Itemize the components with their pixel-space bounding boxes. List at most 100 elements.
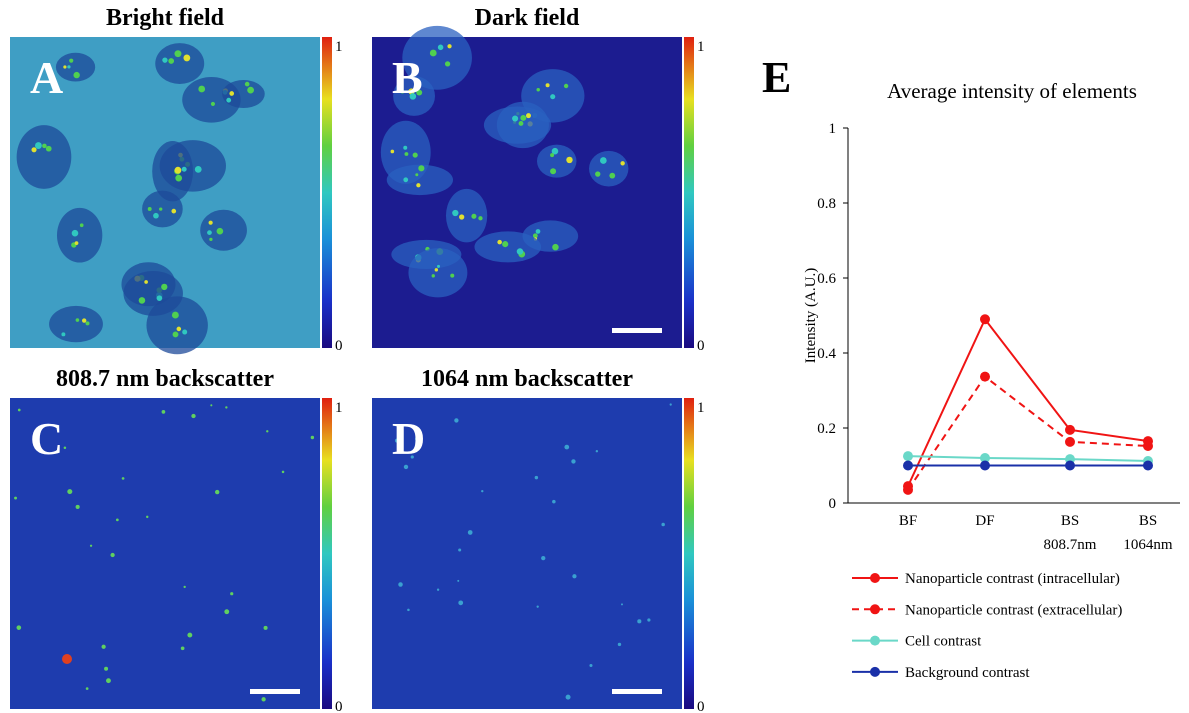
speckle (550, 94, 556, 100)
speckle (17, 408, 21, 412)
speckle (176, 326, 182, 332)
cell (16, 125, 72, 189)
speckle (550, 168, 557, 175)
speckle (403, 464, 409, 470)
speckle (407, 608, 410, 612)
speckle (409, 93, 417, 100)
speckle (174, 166, 182, 174)
speckle (436, 264, 441, 268)
speckle (394, 438, 399, 443)
panel-letter: C (30, 413, 63, 464)
cell (49, 305, 103, 343)
panel-letter: A (30, 52, 63, 103)
speckle (520, 114, 527, 121)
panel-letter: B (392, 52, 423, 103)
speckle (414, 436, 420, 442)
colorbar (684, 37, 694, 348)
speckle (16, 625, 22, 630)
speckle (397, 450, 400, 453)
speckle (14, 496, 18, 500)
legend-label: Background contrast (905, 665, 1030, 681)
speckle (404, 152, 409, 156)
speckle (620, 603, 623, 606)
speckle (261, 697, 266, 702)
speckle (161, 410, 166, 414)
x-tick-label: BS (1139, 513, 1157, 529)
panel-title: Dark field (475, 5, 580, 31)
speckle (168, 58, 175, 64)
speckle (516, 248, 524, 255)
colorbar-min: 0 (335, 699, 343, 713)
speckle (79, 223, 84, 228)
speckle (207, 230, 212, 236)
speckle (224, 609, 230, 615)
speckle (225, 406, 228, 409)
cell (408, 248, 468, 298)
speckle (74, 241, 79, 245)
series-line (907, 455, 1149, 462)
speckle (230, 592, 234, 596)
speckle (609, 172, 616, 179)
speckle (183, 585, 186, 589)
speckle (457, 579, 460, 582)
speckle (34, 142, 42, 149)
legend-marker (870, 573, 880, 583)
cell (588, 150, 629, 187)
cell (402, 25, 472, 90)
speckle (263, 625, 268, 630)
speckle (518, 121, 524, 126)
data-point (1065, 424, 1075, 435)
speckle (63, 446, 67, 449)
legend-marker (870, 604, 880, 615)
speckle (535, 229, 541, 234)
speckle (198, 85, 206, 93)
speckle (63, 65, 67, 69)
speckle (62, 654, 72, 664)
speckle (459, 214, 465, 220)
data-point (903, 484, 913, 495)
speckle (181, 166, 187, 172)
speckle (551, 147, 559, 155)
speckle (400, 90, 405, 94)
y-tick-label: 0.2 (817, 421, 836, 437)
speckle (436, 588, 440, 591)
speckle (174, 50, 182, 58)
data-point (1065, 460, 1075, 471)
colorbar-min: 0 (697, 699, 705, 713)
data-point (1143, 441, 1153, 451)
data-point (980, 460, 990, 471)
image (10, 398, 320, 709)
speckle (85, 321, 90, 326)
speckle (565, 694, 571, 700)
y-tick-label: 1 (829, 121, 837, 137)
speckle (67, 489, 73, 495)
speckle (454, 418, 459, 423)
speckle (620, 161, 625, 166)
speckle (552, 499, 556, 504)
speckle (669, 403, 672, 406)
speckle (595, 450, 599, 453)
speckle (467, 530, 473, 535)
cell (155, 43, 205, 84)
speckle (153, 212, 159, 219)
speckle (183, 54, 191, 62)
speckle (144, 280, 148, 284)
speckle (85, 687, 89, 690)
cell (386, 164, 454, 196)
data-point (1143, 460, 1153, 471)
speckle (617, 642, 622, 647)
y-tick-label: 0.6 (817, 271, 836, 287)
x-tick-sublabel: 808.7nm (1044, 537, 1097, 553)
speckle (61, 332, 66, 337)
colorbar-max: 1 (335, 39, 343, 55)
colorbar (684, 398, 694, 709)
speckle (444, 61, 451, 67)
speckle (310, 435, 315, 440)
speckle (187, 632, 193, 638)
speckle (71, 229, 79, 237)
speckle (210, 404, 213, 407)
y-tick-label: 0 (829, 496, 837, 512)
colorbar-min: 0 (335, 338, 343, 354)
speckle (571, 459, 576, 464)
colorbar-max: 1 (697, 400, 705, 416)
